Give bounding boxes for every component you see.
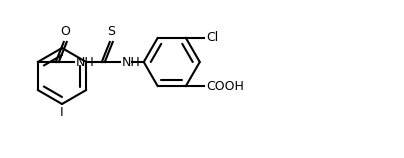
Text: S: S xyxy=(107,25,115,38)
Text: NH: NH xyxy=(76,55,95,69)
Text: Cl: Cl xyxy=(206,31,218,44)
Text: NH: NH xyxy=(122,55,141,69)
Text: I: I xyxy=(60,106,64,118)
Text: O: O xyxy=(60,25,69,38)
Text: COOH: COOH xyxy=(206,80,244,93)
